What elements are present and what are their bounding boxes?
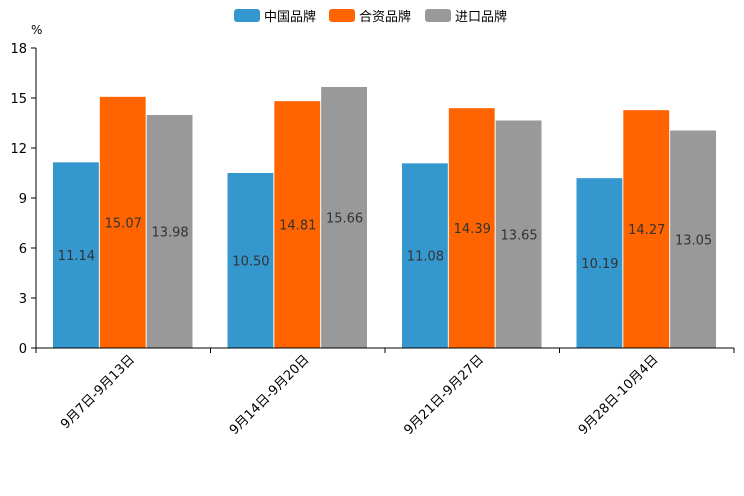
y-tick-label: 9 (19, 192, 27, 207)
legend-label: 中国品牌 (264, 9, 316, 25)
legend-item[interactable]: 中国品牌 (234, 9, 316, 25)
x-axis: 9月7日-9月13日 9月14日-9月20日 9月21日-9月27日 9月28日-10… (35, 347, 735, 438)
x-tick-label: 9月7日-9月13日 (58, 352, 138, 432)
legend-item[interactable]: 进口品牌 (425, 9, 507, 25)
bar (227, 173, 274, 348)
y-tick-label: 0 (19, 342, 27, 357)
x-tick-label: 9月21日-9月27日 (401, 352, 487, 438)
bar-value-label: 13.65 (500, 228, 537, 243)
bar (402, 163, 448, 348)
bar (576, 178, 623, 348)
legend-swatch (329, 9, 355, 22)
x-tick-label: 9月28日-10月4日 (576, 352, 662, 438)
bar (495, 120, 542, 348)
y-axis-unit: % (31, 23, 42, 37)
y-tick-label: 3 (19, 292, 27, 307)
bar-value-label: 13.05 (675, 233, 712, 248)
bar (53, 162, 99, 348)
bar-value-label: 11.08 (407, 250, 444, 265)
bar (670, 130, 716, 348)
y-axis: 0 3 6 9 12 15 18 (10, 42, 37, 357)
bar (448, 108, 495, 349)
bar (274, 101, 321, 349)
y-tick-label: 15 (10, 92, 27, 107)
bar (321, 87, 367, 348)
legend-label: 进口品牌 (455, 9, 507, 25)
legend-swatch (234, 9, 260, 22)
bar-value-label: 15.66 (326, 212, 363, 227)
bar-value-label: 10.19 (581, 257, 618, 272)
bar-value-label: 15.07 (105, 216, 142, 231)
x-tick-label: 9月14日-9月20日 (227, 352, 313, 438)
y-tick-label: 6 (19, 242, 27, 257)
bar (623, 110, 670, 349)
bar-value-label: 14.39 (454, 222, 491, 237)
bar-value-label: 11.14 (58, 249, 95, 264)
bar-value-label: 14.27 (628, 223, 665, 238)
y-tick-label: 12 (10, 142, 27, 157)
legend-label: 合资品牌 (359, 9, 411, 25)
bar-value-label: 10.50 (232, 255, 269, 270)
bar-value-label: 13.98 (151, 226, 188, 241)
bar (99, 96, 146, 348)
data-labels: 11.14 15.07 13.98 10.50 14.81 15.66 11.08 14.39… (58, 212, 712, 273)
bar (146, 115, 193, 348)
bars (53, 87, 716, 349)
legend: 中国品牌 合资品牌 进口品牌 (234, 9, 507, 25)
y-tick-label: 18 (10, 42, 27, 57)
legend-swatch (425, 9, 451, 22)
legend-item[interactable]: 合资品牌 (329, 9, 411, 25)
bar-value-label: 14.81 (279, 219, 316, 234)
